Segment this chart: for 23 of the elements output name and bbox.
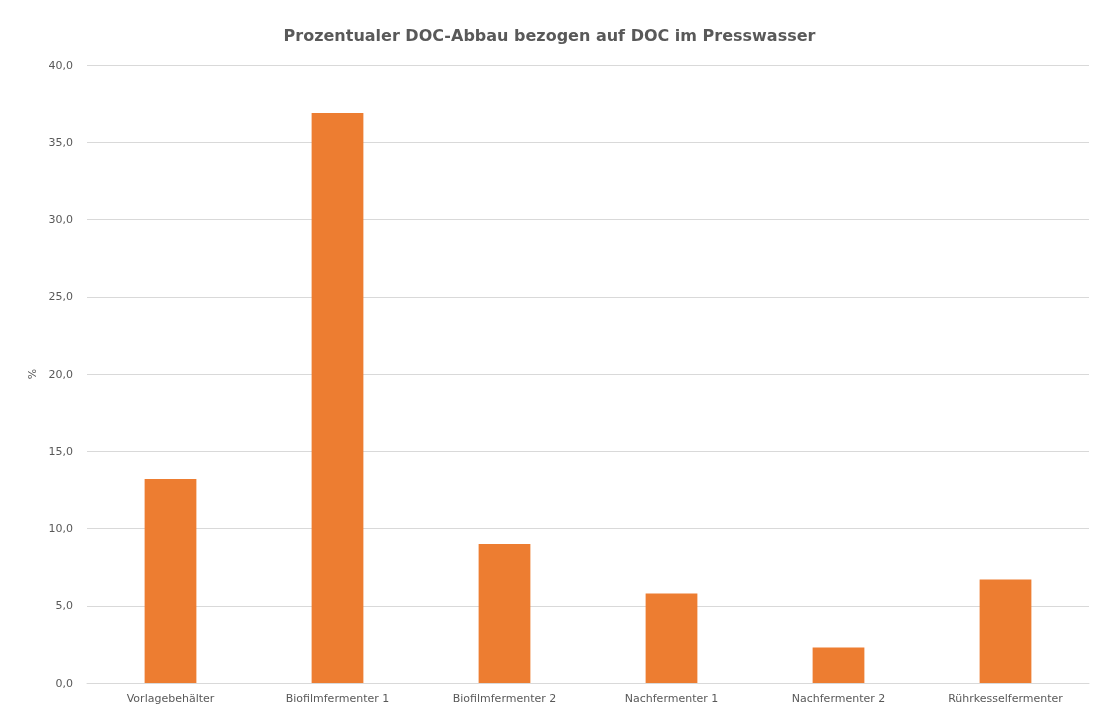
y-tick-label: 25,0	[48, 290, 73, 304]
y-tick-label: 20,0	[48, 367, 73, 381]
x-tick-label: Nachfermenter 2	[791, 692, 886, 705]
x-tick-label: Vorlagebehälter	[126, 692, 215, 705]
x-tick-label: Biofilmfermenter 2	[452, 692, 557, 705]
bar	[645, 593, 698, 683]
y-tick-label: 15,0	[48, 444, 73, 458]
y-tick-label: 35,0	[48, 135, 73, 149]
y-tick-label: 40,0	[48, 58, 73, 72]
x-tick-label: Rührkesselfermenter	[948, 692, 1064, 705]
y-tick-label: 10,0	[48, 522, 73, 535]
bar	[311, 112, 364, 683]
x-tick-label: Nachfermenter 1	[624, 692, 719, 705]
y-tick-label: 5,0	[55, 599, 73, 613]
bar	[979, 579, 1032, 683]
x-tick-label: Biofilmfermenter 1	[285, 692, 390, 705]
y-axis-title: %	[25, 368, 39, 380]
bar	[812, 647, 865, 683]
bar	[478, 543, 531, 683]
bar	[144, 479, 197, 683]
y-tick-label: 30,0	[48, 213, 73, 226]
chart-title: Prozentualer DOC-Abbau bezogen auf DOC im Presswasser	[283, 25, 816, 45]
y-tick-label: 0,0	[55, 676, 73, 690]
